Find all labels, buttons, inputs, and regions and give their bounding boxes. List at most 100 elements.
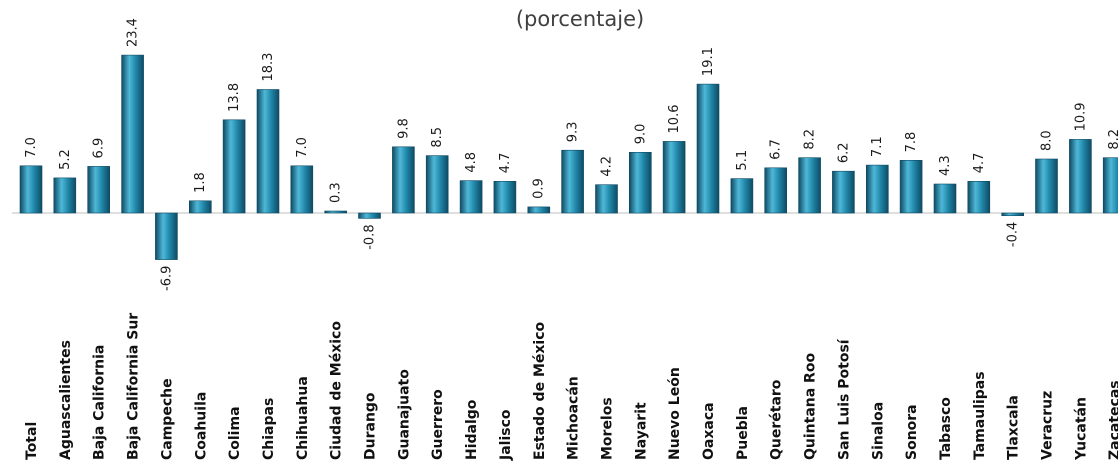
bar-13 <box>459 180 483 214</box>
category-label-17: Morelos <box>599 397 615 460</box>
category-label-15: Estado de México <box>532 322 548 460</box>
bar-3 <box>121 54 144 214</box>
value-label-23: 8.2 <box>803 129 818 150</box>
category-label-18: Nayarit <box>633 402 649 460</box>
value-label-21: 5.1 <box>735 150 750 171</box>
value-label-15: 0.9 <box>532 178 547 199</box>
value-label-25: 7.1 <box>870 136 885 157</box>
value-label-11: 9.8 <box>396 118 411 139</box>
category-label-24: San Luis Potosí <box>836 338 852 460</box>
value-label-9: 0.3 <box>329 182 344 203</box>
bar-30 <box>1035 158 1058 214</box>
category-label-8: Chihuahua <box>295 376 311 460</box>
category-label-5: Coahuila <box>193 392 209 460</box>
bar-28 <box>967 181 991 214</box>
category-label-12: Guerrero <box>430 389 446 460</box>
bar-19 <box>662 141 686 214</box>
value-label-28: 4.7 <box>972 153 987 174</box>
bar-0 <box>19 165 43 214</box>
category-label-32: Zacatecas <box>1107 380 1118 460</box>
bar-23 <box>798 157 821 214</box>
value-label-32: 8.2 <box>1107 129 1118 150</box>
value-label-12: 8.5 <box>430 127 445 148</box>
category-label-26: Sonora <box>904 404 920 460</box>
value-label-20: 19.1 <box>701 47 716 76</box>
bar-17 <box>595 184 618 214</box>
bar-2 <box>87 166 110 214</box>
bar-10 <box>358 212 381 219</box>
bar-4 <box>155 212 178 260</box>
bar-25 <box>865 164 889 214</box>
category-label-9: Ciudad de México <box>329 321 345 460</box>
value-label-26: 7.8 <box>904 132 919 153</box>
category-label-2: Baja California <box>92 345 108 460</box>
category-label-3: Baja California Sur <box>126 313 142 460</box>
bar-21 <box>730 178 754 214</box>
value-label-29: -0.4 <box>1006 222 1021 247</box>
value-label-4: -6.9 <box>159 266 174 291</box>
value-label-18: 9.0 <box>633 124 648 145</box>
value-label-30: 8.0 <box>1040 130 1055 151</box>
value-label-17: 4.2 <box>599 156 614 177</box>
bar-31 <box>1069 139 1092 214</box>
category-label-22: Querétaro <box>769 379 785 460</box>
value-label-14: 4.7 <box>498 153 513 174</box>
category-label-4: Campeche <box>159 378 175 460</box>
bar-26 <box>899 160 923 214</box>
bar-12 <box>425 155 449 214</box>
value-label-0: 7.0 <box>24 137 39 158</box>
category-label-30: Veracruz <box>1040 391 1056 460</box>
category-label-13: Hidalgo <box>464 399 480 460</box>
value-label-13: 4.8 <box>464 152 479 173</box>
value-label-3: 23.4 <box>126 18 141 47</box>
value-label-5: 1.8 <box>193 172 208 193</box>
category-label-0: Total <box>24 422 40 460</box>
bar-14 <box>493 181 517 214</box>
category-label-27: Tabasco <box>938 397 954 460</box>
value-label-6: 13.8 <box>227 83 242 112</box>
bar-6 <box>222 119 246 214</box>
value-label-8: 7.0 <box>295 137 310 158</box>
bar-7 <box>256 89 280 214</box>
value-label-19: 10.6 <box>667 104 682 133</box>
bar-16 <box>561 149 584 214</box>
value-label-1: 5.2 <box>58 149 73 170</box>
bar-8 <box>290 165 314 214</box>
bar-11 <box>392 146 415 214</box>
bar-22 <box>764 167 788 214</box>
bar-29 <box>1001 212 1025 217</box>
value-labels-group: 7.0 5.2 6.9 23.4 -6.9 1.8 13.8 18.3 7.0 0.3 -0.8 9.… <box>24 18 1118 291</box>
bar-24 <box>832 170 855 214</box>
chart-title: (porcentaje) <box>516 7 644 31</box>
category-label-6: Colima <box>227 406 243 460</box>
bar-9 <box>324 210 348 214</box>
bars-group <box>19 54 1118 260</box>
value-label-22: 6.7 <box>769 139 784 160</box>
category-label-21: Puebla <box>735 406 751 460</box>
bar-1 <box>53 177 77 214</box>
value-label-2: 6.9 <box>92 138 107 159</box>
category-label-14: Jalisco <box>498 409 514 461</box>
category-label-23: Quintana Roo <box>803 353 819 460</box>
value-label-10: -0.8 <box>363 224 378 249</box>
category-label-25: Sinaloa <box>870 402 886 460</box>
bar-18 <box>628 152 652 214</box>
bar-32 <box>1102 157 1118 214</box>
category-label-11: Guanajuato <box>396 369 412 460</box>
value-label-7: 18.3 <box>261 53 276 82</box>
category-label-29: Tlaxcala <box>1006 395 1022 460</box>
category-label-1: Aguascalientes <box>58 340 74 460</box>
bar-5 <box>189 200 212 214</box>
bar-20 <box>696 83 720 214</box>
category-label-10: Durango <box>363 392 379 460</box>
category-label-19: Nuevo León <box>667 367 683 460</box>
category-labels-group: Total Aguascalientes Baja California Baja C… <box>24 313 1118 461</box>
bar-27 <box>933 183 957 214</box>
category-label-20: Oaxaca <box>701 402 717 460</box>
value-label-31: 10.9 <box>1073 102 1088 131</box>
category-label-7: Chiapas <box>261 398 277 460</box>
bar-15 <box>527 206 551 214</box>
value-label-16: 9.3 <box>566 122 581 143</box>
value-label-27: 4.3 <box>938 155 953 176</box>
